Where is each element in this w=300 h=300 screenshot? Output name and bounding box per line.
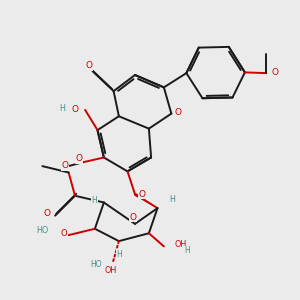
Text: HO: HO [36,226,48,235]
Text: O: O [130,213,136,222]
Text: H: H [59,103,65,112]
Text: O: O [44,209,50,218]
Text: O: O [138,190,145,199]
Text: OH: OH [174,240,187,249]
Text: O: O [71,105,78,114]
Text: O: O [175,108,182,117]
Text: H: H [117,250,122,259]
Polygon shape [134,193,158,208]
Text: OH: OH [104,266,117,275]
Text: O: O [61,229,68,238]
Text: HO: HO [90,260,101,269]
Text: O: O [61,161,68,170]
Text: O: O [271,68,278,77]
Text: H: H [92,196,98,205]
Text: H: H [169,195,175,204]
Text: H: H [184,246,190,255]
Text: O: O [85,61,92,70]
Text: O: O [75,154,82,163]
